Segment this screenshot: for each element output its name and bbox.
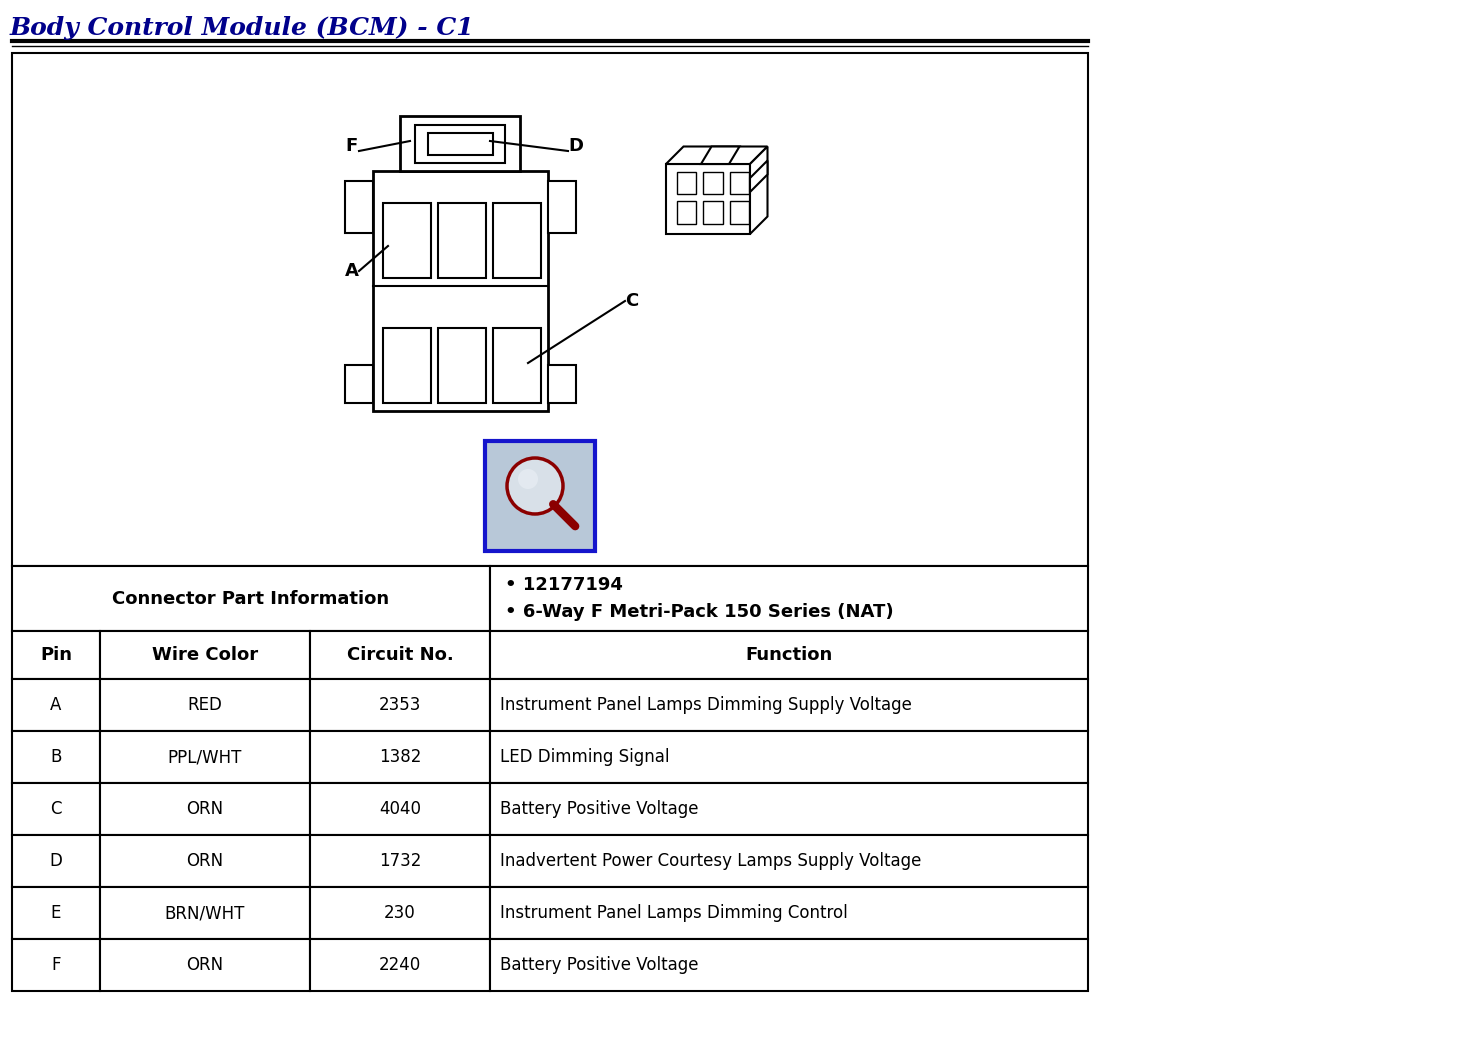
Text: C: C	[626, 292, 639, 310]
Bar	[12, 53, 1088, 566]
Bar	[311, 835, 490, 887]
Bar	[490, 679, 1088, 731]
Text: Inadvertent Power Courtesy Lamps Supply Voltage: Inadvertent Power Courtesy Lamps Supply …	[500, 852, 921, 870]
Bar	[677, 202, 696, 224]
Text: 1382: 1382	[378, 748, 421, 766]
Bar	[311, 679, 490, 731]
Bar	[12, 783, 100, 835]
Text: Body Control Module (BCM) - C1: Body Control Module (BCM) - C1	[10, 16, 474, 40]
Polygon shape	[665, 146, 767, 164]
Bar	[704, 172, 723, 194]
Bar	[415, 125, 505, 163]
Bar	[677, 172, 696, 194]
Bar	[383, 203, 431, 278]
Text: Instrument Panel Lamps Dimming Control: Instrument Panel Lamps Dimming Control	[500, 904, 848, 922]
Bar	[100, 731, 311, 783]
Bar	[100, 631, 311, 679]
Bar	[493, 203, 542, 278]
Text: 2353: 2353	[378, 696, 421, 714]
Bar	[490, 835, 1088, 887]
Bar	[548, 365, 576, 403]
Text: Battery Positive Voltage: Battery Positive Voltage	[500, 956, 699, 974]
Bar	[704, 202, 723, 224]
Bar	[730, 202, 749, 224]
Bar	[100, 679, 311, 731]
Bar	[490, 731, 1088, 783]
Bar	[344, 181, 372, 233]
Text: ORN: ORN	[187, 956, 224, 974]
Bar	[12, 939, 100, 991]
Circle shape	[518, 469, 537, 489]
Text: 2240: 2240	[378, 956, 421, 974]
Bar	[730, 172, 749, 194]
Text: D: D	[50, 852, 62, 870]
Text: A: A	[344, 262, 359, 280]
Polygon shape	[751, 160, 767, 192]
Text: B: B	[50, 748, 62, 766]
Text: F: F	[344, 137, 358, 155]
Bar	[493, 328, 542, 403]
Text: Pin: Pin	[40, 646, 72, 664]
Polygon shape	[751, 146, 767, 234]
Text: 1732: 1732	[378, 852, 421, 870]
Bar	[428, 133, 493, 155]
Text: Connector Part Information: Connector Part Information	[112, 590, 390, 608]
Text: ORN: ORN	[187, 800, 224, 818]
Bar	[12, 731, 100, 783]
Circle shape	[506, 458, 562, 514]
Bar	[100, 835, 311, 887]
Bar	[311, 731, 490, 783]
Polygon shape	[701, 146, 739, 164]
Polygon shape	[665, 164, 751, 234]
Text: Battery Positive Voltage: Battery Positive Voltage	[500, 800, 699, 818]
Bar	[100, 783, 311, 835]
Bar	[484, 441, 595, 551]
Text: RED: RED	[187, 696, 222, 714]
Text: Wire Color: Wire Color	[152, 646, 258, 664]
Bar	[344, 365, 372, 403]
Bar	[12, 887, 100, 939]
Text: ORN: ORN	[187, 852, 224, 870]
Bar	[372, 171, 548, 411]
Bar	[439, 203, 486, 278]
Text: Function: Function	[745, 646, 833, 664]
Text: 230: 230	[384, 904, 417, 922]
Bar	[311, 939, 490, 991]
Bar	[400, 116, 520, 171]
Text: Circuit No.: Circuit No.	[346, 646, 453, 664]
Bar	[490, 887, 1088, 939]
Bar	[100, 887, 311, 939]
Bar	[12, 566, 490, 631]
Bar	[490, 783, 1088, 835]
Bar	[383, 328, 431, 403]
Bar	[490, 939, 1088, 991]
Text: E: E	[52, 904, 62, 922]
Text: PPL/WHT: PPL/WHT	[168, 748, 243, 766]
Bar	[12, 835, 100, 887]
Bar	[311, 887, 490, 939]
Text: A: A	[50, 696, 62, 714]
Text: LED Dimming Signal: LED Dimming Signal	[500, 748, 670, 766]
Text: 4040: 4040	[378, 800, 421, 818]
Bar	[12, 631, 100, 679]
Bar	[490, 566, 1088, 631]
Text: Instrument Panel Lamps Dimming Supply Voltage: Instrument Panel Lamps Dimming Supply Vo…	[500, 696, 911, 714]
Text: F: F	[52, 956, 60, 974]
Text: BRN/WHT: BRN/WHT	[165, 904, 246, 922]
Text: • 12177194
• 6-Way F Metri-Pack 150 Series (NAT): • 12177194 • 6-Way F Metri-Pack 150 Seri…	[505, 576, 894, 622]
Text: C: C	[50, 800, 62, 818]
Bar	[12, 679, 100, 731]
Text: D: D	[568, 137, 583, 155]
Bar	[548, 181, 576, 233]
Bar	[311, 783, 490, 835]
Bar	[490, 631, 1088, 679]
Bar	[439, 328, 486, 403]
Bar	[100, 939, 311, 991]
Bar	[311, 631, 490, 679]
